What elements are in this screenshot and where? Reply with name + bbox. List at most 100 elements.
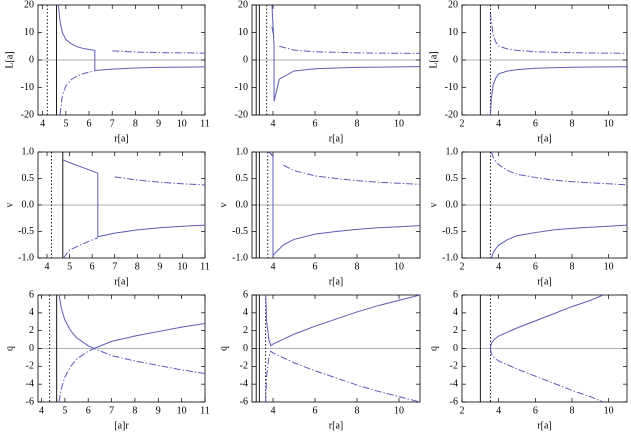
curve	[268, 152, 420, 257]
curve	[57, 5, 205, 71]
x-axis-label: r[a]	[537, 420, 551, 431]
y-axis-label: L[a]	[4, 51, 15, 68]
y-tick-label: 2	[29, 325, 34, 336]
curve	[58, 295, 205, 350]
x-tick-label: 4	[496, 118, 501, 129]
x-tick-label: 11	[200, 405, 210, 416]
y-tick-label: 0	[243, 54, 248, 65]
y-tick-label: 0.0	[446, 199, 459, 210]
y-tick-label: 10	[24, 27, 34, 38]
y-tick-label: 0	[29, 54, 34, 65]
x-tick-label: 6	[313, 405, 318, 416]
y-axis-label: L[a]	[428, 51, 439, 68]
x-tick-label: 10	[394, 118, 404, 129]
y-tick-label: 10	[238, 27, 248, 38]
curve	[265, 350, 420, 402]
y-tick-label: 10	[448, 27, 458, 38]
y-tick-label: 20	[238, 0, 248, 10]
x-tick-label: 6	[313, 118, 318, 129]
x-tick-label: 7	[110, 118, 115, 129]
x-tick-label: 4	[271, 118, 276, 129]
y-tick-label: 0.0	[236, 199, 249, 210]
x-axis-label: r[a]	[537, 276, 551, 287]
curve	[271, 26, 420, 54]
x-tick-label: 6	[86, 405, 91, 416]
y-tick-label: -0.5	[18, 226, 34, 237]
x-axis-label: [a]r	[114, 420, 129, 431]
y-tick-label: 6	[243, 289, 248, 300]
x-tick-label: 8	[570, 118, 575, 129]
x-tick-label: 4	[45, 261, 50, 272]
curve	[271, 5, 420, 102]
curve	[489, 66, 627, 115]
y-tick-label: -6	[26, 396, 34, 407]
x-tick-label: 8	[355, 261, 360, 272]
y-tick-label: 6	[453, 289, 458, 300]
curve	[489, 13, 627, 54]
y-axis-label: q	[428, 346, 439, 351]
y-tick-label: -4	[26, 378, 34, 389]
curve	[489, 295, 604, 349]
y-tick-label: 0	[29, 343, 34, 354]
y-tick-label: 6	[29, 289, 34, 300]
x-tick-label: 4	[271, 405, 276, 416]
curve	[489, 348, 604, 402]
y-tick-label: 2	[243, 325, 248, 336]
y-tick-label: -20	[445, 109, 458, 120]
y-axis-label: v	[218, 203, 229, 208]
x-tick-label: 4	[271, 261, 276, 272]
curve	[490, 152, 627, 186]
y-tick-label: 0.5	[236, 173, 249, 184]
y-tick-label: -6	[240, 396, 248, 407]
y-tick-label: 20	[24, 0, 34, 10]
x-tick-label: 6	[90, 261, 95, 272]
y-tick-label: -2	[26, 361, 34, 372]
x-axis-label: r[a]	[329, 276, 343, 287]
y-tick-label: 0.5	[22, 173, 35, 184]
y-tick-label: 0	[453, 343, 458, 354]
y-tick-label: -2	[240, 361, 248, 372]
x-axis-label: r[a]	[329, 133, 343, 144]
curve	[490, 224, 627, 258]
x-tick-label: 8	[355, 405, 360, 416]
x-tick-label: 9	[156, 405, 161, 416]
y-tick-label: 1.0	[22, 146, 35, 157]
x-tick-label: 7	[112, 261, 117, 272]
x-tick-label: 8	[132, 405, 137, 416]
y-axis-label: q	[4, 346, 15, 351]
y-tick-label: -6	[450, 396, 458, 407]
x-tick-label: 10	[394, 261, 404, 272]
x-tick-label: 6	[87, 118, 92, 129]
y-axis-label: v	[4, 203, 15, 208]
curve	[62, 176, 205, 258]
x-tick-label: 5	[67, 261, 72, 272]
x-tick-label: 8	[133, 118, 138, 129]
y-tick-label: -20	[21, 109, 34, 120]
y-tick-label: -10	[445, 82, 458, 93]
x-tick-label: 10	[177, 118, 187, 129]
y-tick-label: -1.0	[18, 252, 34, 263]
x-tick-label: 8	[355, 118, 360, 129]
x-tick-label: 2	[460, 118, 465, 129]
y-tick-label: 2	[453, 325, 458, 336]
x-tick-label: 11	[200, 118, 210, 129]
x-tick-label: 10	[177, 261, 187, 272]
y-tick-label: -0.5	[442, 226, 458, 237]
curve	[59, 50, 205, 115]
x-tick-label: 2	[460, 405, 465, 416]
x-axis-label: r[a]	[537, 133, 551, 144]
y-tick-label: 0.5	[446, 173, 459, 184]
y-tick-label: -1.0	[442, 252, 458, 263]
x-tick-label: 11	[200, 261, 210, 272]
curve	[63, 159, 205, 238]
y-tick-label: -4	[240, 378, 248, 389]
x-tick-label: 10	[394, 405, 404, 416]
y-tick-label: 0.0	[22, 199, 35, 210]
x-tick-label: 10	[177, 405, 187, 416]
y-tick-label: 4	[29, 307, 34, 318]
y-tick-label: -0.5	[232, 226, 248, 237]
x-tick-label: 5	[63, 118, 68, 129]
y-tick-label: 1.0	[236, 146, 249, 157]
x-tick-label: 2	[460, 261, 465, 272]
